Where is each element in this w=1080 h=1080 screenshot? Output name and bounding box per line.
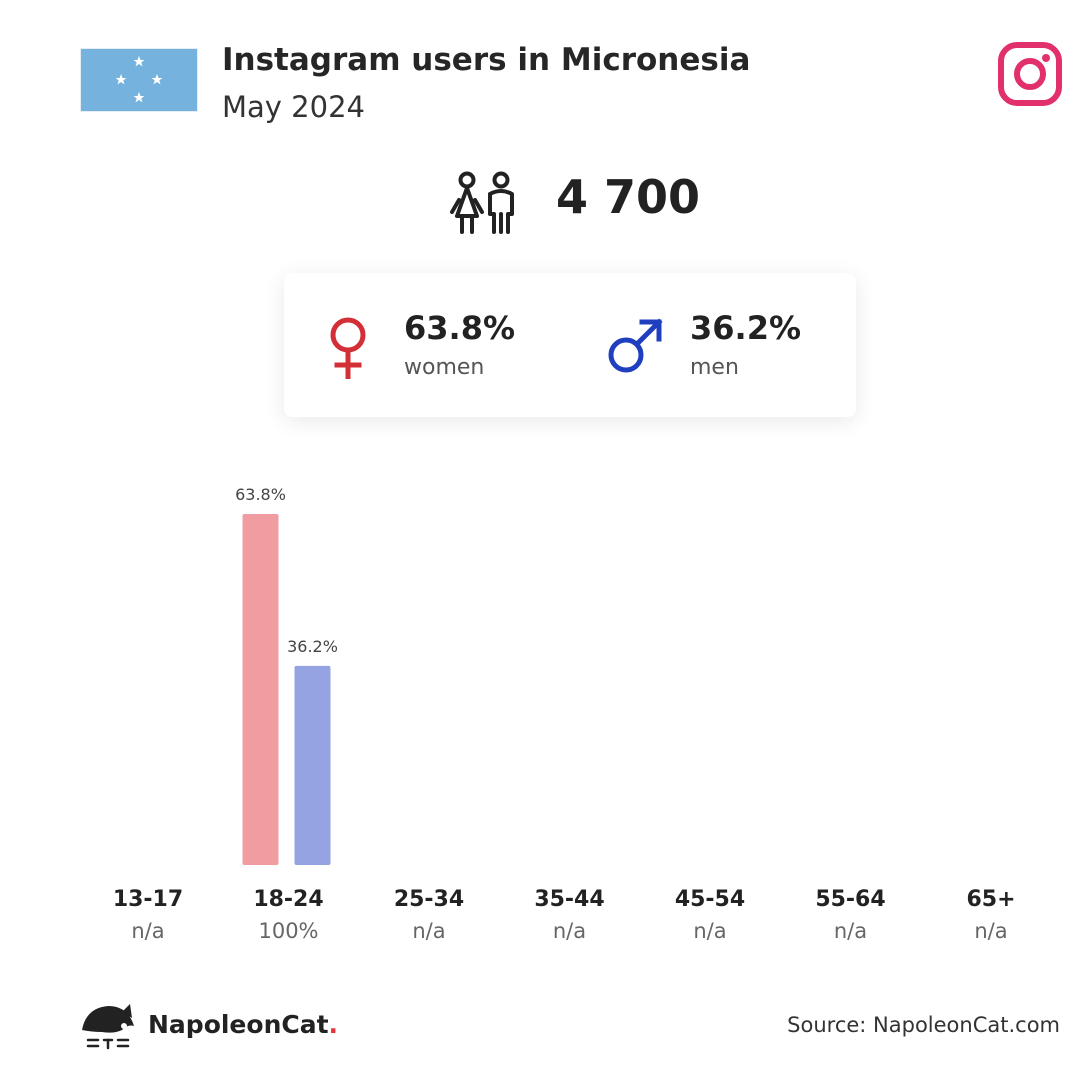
napoleoncat-logo-icon [78, 1000, 138, 1056]
bar-label-men-18-24: 36.2% [287, 637, 338, 656]
women-percentage: 63.8% [404, 309, 516, 347]
female-symbol-icon [326, 315, 370, 383]
men-percentage: 36.2% [690, 309, 802, 347]
age-group-label: 25-34 [394, 887, 464, 912]
page-subtitle: May 2024 [222, 90, 365, 124]
bar-label-women-18-24: 63.8% [235, 485, 286, 504]
bar-women-18-24 [242, 514, 279, 865]
age-group-label: 45-54 [675, 887, 745, 912]
age-group-label: 55-64 [815, 887, 885, 912]
age-group-share: 100% [258, 919, 318, 943]
page-title: Instagram users in Micronesia [222, 42, 751, 78]
age-group-share: n/a [131, 919, 164, 943]
age-group-share: n/a [412, 919, 445, 943]
age-group-share: n/a [834, 919, 867, 943]
total-users-value: 4 700 [556, 170, 701, 224]
age-group-label: 13-17 [113, 887, 183, 912]
gender-card: 63.8% women 36.2% men [284, 273, 856, 417]
bar-men-18-24 [294, 665, 331, 865]
source-text: Source: NapoleonCat.com [787, 1013, 1060, 1037]
micronesia-flag-icon [80, 48, 198, 112]
brand-name-text: NapoleonCat [148, 1010, 329, 1039]
brand-dot: . [328, 1010, 339, 1039]
men-label: men [690, 355, 739, 380]
age-group-share: n/a [693, 919, 726, 943]
age-group-label: 65+ [966, 887, 1015, 912]
instagram-icon [998, 42, 1062, 110]
male-symbol-icon [606, 317, 666, 381]
age-group-share: n/a [553, 919, 586, 943]
users-icon [448, 170, 520, 240]
age-distribution-chart: 13-17 n/a 63.8% 36.2% 18-24 100% 25-34 n/a 35-44… [113, 485, 1016, 943]
age-group-label: 18-24 [253, 887, 323, 912]
brand-name: NapoleonCat. [148, 1010, 338, 1039]
women-label: women [404, 355, 485, 380]
age-group-label: 35-44 [534, 887, 604, 912]
age-group-share: n/a [974, 919, 1007, 943]
